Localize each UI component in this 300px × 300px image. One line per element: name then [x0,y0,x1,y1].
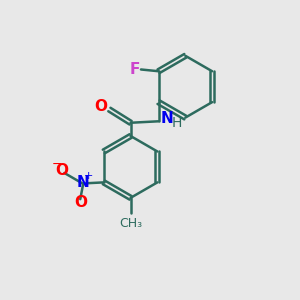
Text: H: H [172,116,182,130]
Text: F: F [130,62,140,77]
Text: O: O [56,163,68,178]
Text: CH₃: CH₃ [119,217,142,230]
Text: O: O [94,99,107,114]
Text: N: N [161,111,174,126]
Text: −: − [52,158,62,171]
Text: O: O [74,195,87,210]
Text: +: + [84,171,93,181]
Text: N: N [77,175,90,190]
